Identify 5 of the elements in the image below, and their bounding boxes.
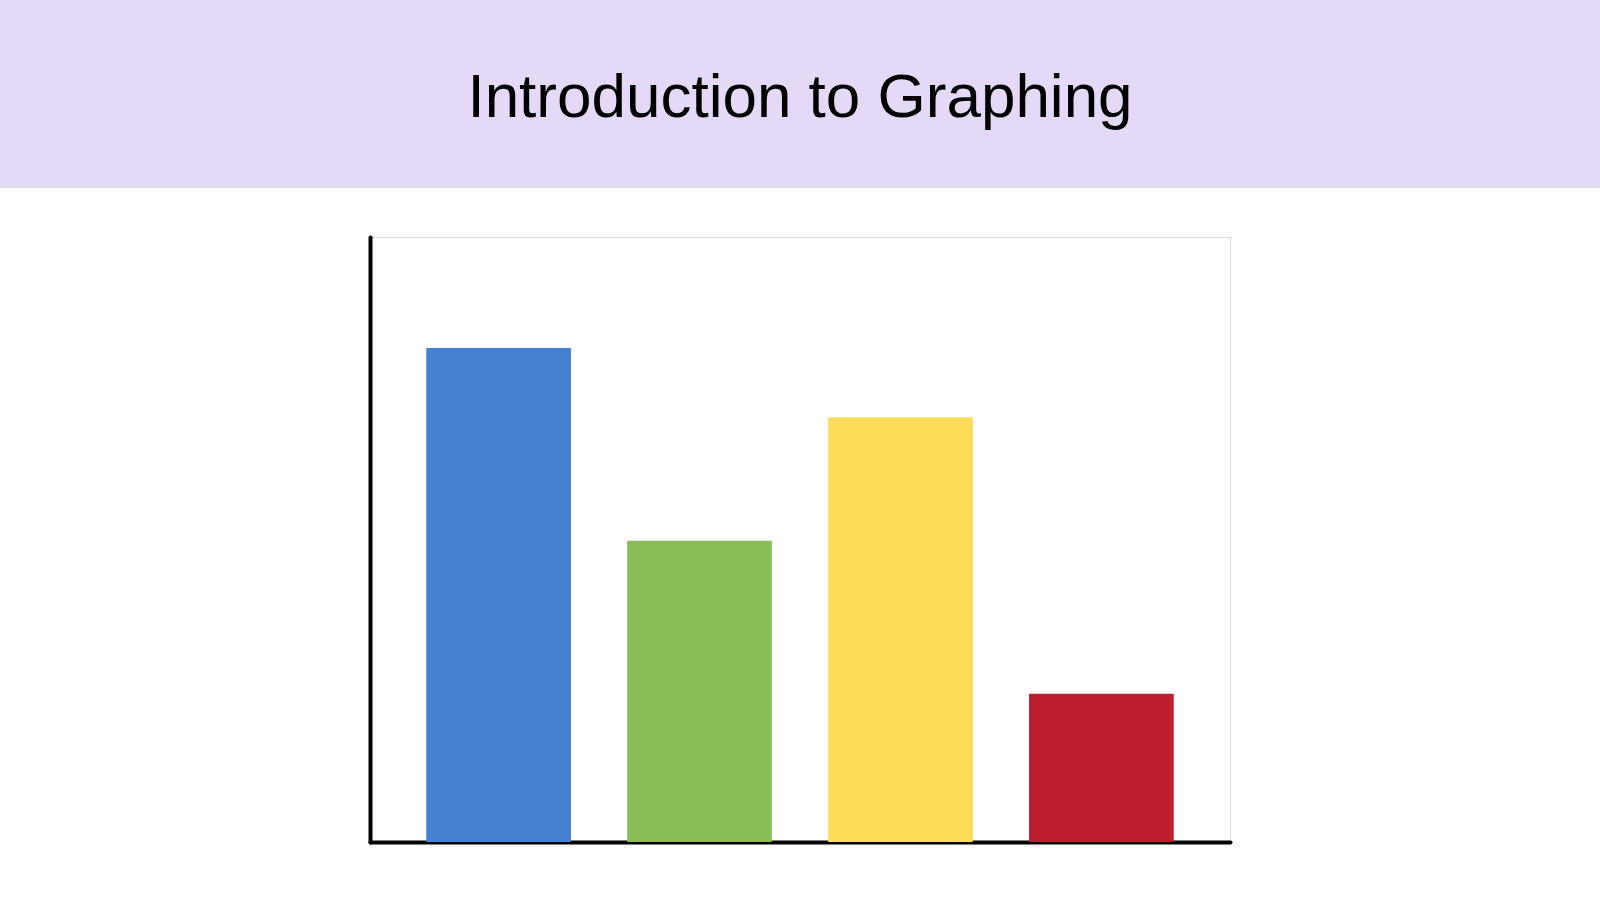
bar <box>627 540 772 842</box>
bar <box>426 348 571 842</box>
bar <box>1029 693 1174 842</box>
bar <box>828 417 973 842</box>
chart-title: Introduction to Graphing <box>467 61 1133 130</box>
